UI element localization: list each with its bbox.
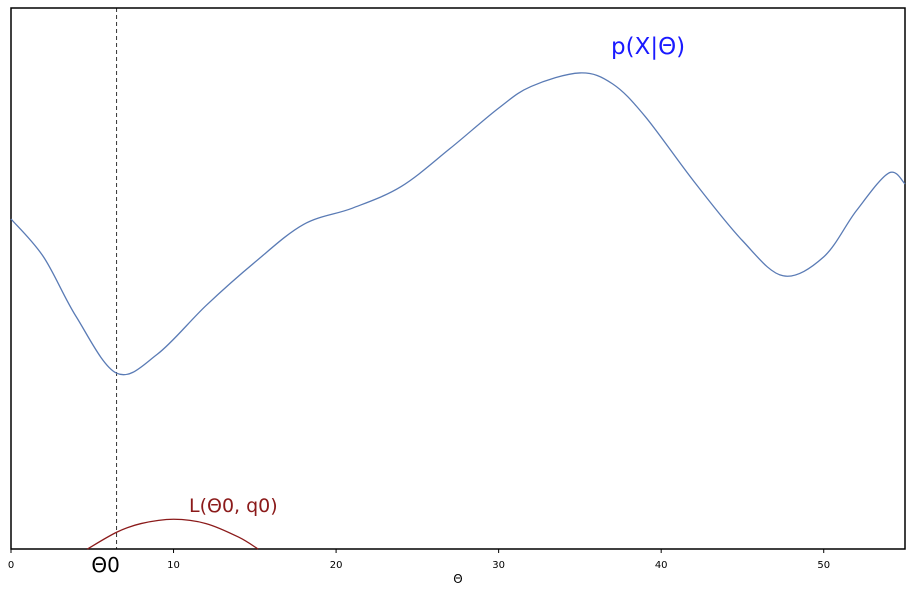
series-label-likelihood: p(X|Θ) xyxy=(611,34,685,60)
likelihood-curve xyxy=(10,72,906,376)
lower-bound-curve xyxy=(87,518,259,550)
theta0-label: Θ0 xyxy=(91,553,119,577)
x-tick-label: 10 xyxy=(167,560,180,571)
x-tick-label: 50 xyxy=(817,560,830,571)
x-tick-label: 40 xyxy=(655,560,668,571)
series-label-lower-bound: L(Θ0, q0) xyxy=(189,495,278,517)
curves xyxy=(10,72,906,550)
plot-frame xyxy=(10,7,906,550)
x-tick-label: 30 xyxy=(492,560,505,571)
x-ticks: 0 10 20 30 40 50 xyxy=(8,549,830,571)
x-axis-label: Θ xyxy=(453,572,462,586)
x-tick-label: 20 xyxy=(330,560,343,571)
x-tick-label: 0 xyxy=(8,560,14,571)
